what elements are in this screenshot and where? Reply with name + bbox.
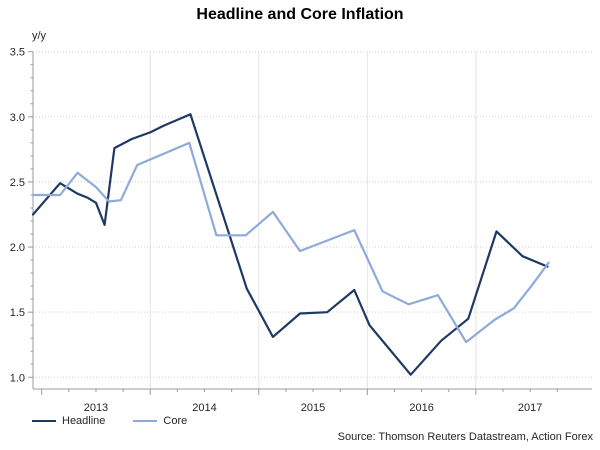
headline-series-line <box>31 113 549 376</box>
x-axis-ticks <box>41 389 558 395</box>
svg-text:2017: 2017 <box>518 402 542 414</box>
svg-text:3.0: 3.0 <box>10 112 25 124</box>
svg-text:2.5: 2.5 <box>10 177 25 189</box>
svg-text:3.5: 3.5 <box>10 47 25 59</box>
x-axis-labels: 2013 2014 2015 2016 2017 <box>84 402 543 414</box>
svg-text:2013: 2013 <box>84 402 108 414</box>
svg-text:1.0: 1.0 <box>10 372 25 384</box>
svg-text:2015: 2015 <box>301 402 325 414</box>
chart-title: Headline and Core Inflation <box>196 6 404 23</box>
source-attribution: Source: Thomson Reuters Datastream, Acti… <box>337 431 593 443</box>
svg-text:2014: 2014 <box>192 402 216 414</box>
legend-label-headline: Headline <box>62 415 106 427</box>
svg-text:2016: 2016 <box>409 402 433 414</box>
legend-label-core: Core <box>163 415 188 427</box>
y-axis-unit-label: y/y <box>32 30 47 42</box>
svg-text:1.5: 1.5 <box>10 307 25 319</box>
core-series-line <box>31 141 550 344</box>
gridlines <box>33 51 592 389</box>
legend-item-core: Core <box>133 415 187 427</box>
axes <box>32 51 592 390</box>
legend-item-headline: Headline <box>32 415 105 427</box>
y-axis-ticks <box>28 51 33 378</box>
svg-text:2.0: 2.0 <box>10 242 25 254</box>
headline-line-swatch <box>32 420 56 422</box>
core-line-swatch <box>133 420 158 422</box>
y-axis-labels: 1.0 1.5 2.0 2.5 3.0 3.5 <box>10 47 25 385</box>
chart-legend: Headline Core <box>32 415 215 427</box>
